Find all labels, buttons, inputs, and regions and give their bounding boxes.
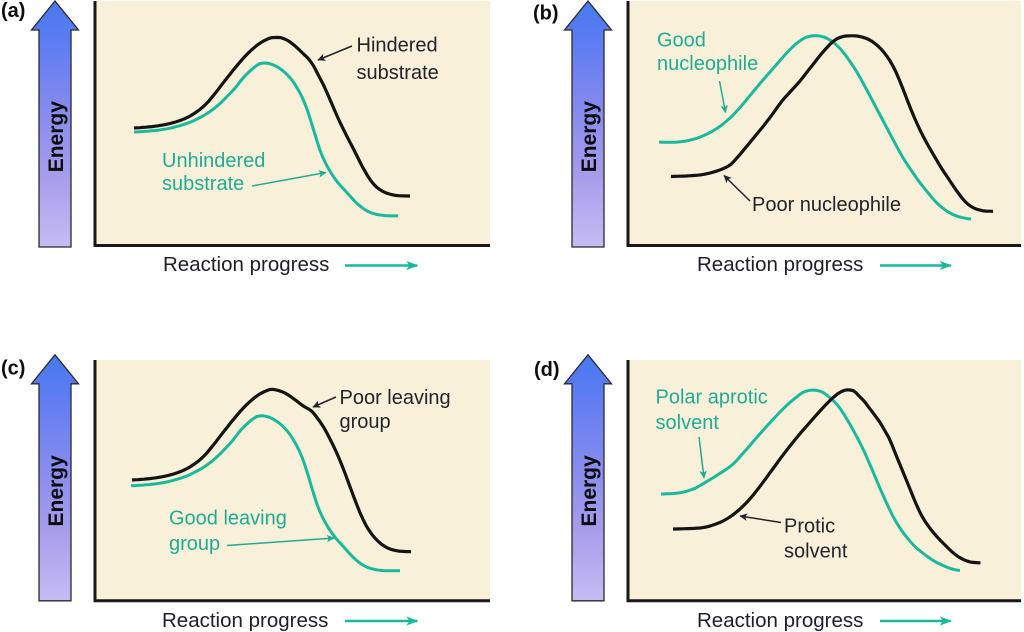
svg-text:substrate: substrate	[357, 62, 439, 84]
svg-text:Good leaving: Good leaving	[169, 508, 287, 530]
svg-text:substrate: substrate	[162, 173, 244, 195]
svg-text:Energy: Energy	[45, 455, 68, 527]
svg-text:Reaction progress: Reaction progress	[162, 609, 328, 632]
svg-text:(d): (d)	[534, 359, 560, 381]
svg-text:(c): (c)	[1, 358, 25, 380]
svg-text:(a): (a)	[1, 0, 25, 22]
svg-text:Hindered: Hindered	[357, 35, 438, 57]
svg-text:(b): (b)	[533, 3, 559, 25]
svg-text:Energy: Energy	[578, 455, 601, 527]
svg-text:Good: Good	[657, 30, 706, 52]
svg-text:nucleophile: nucleophile	[657, 53, 758, 75]
svg-text:Energy: Energy	[578, 101, 601, 173]
svg-text:Poor nucleophile: Poor nucleophile	[752, 194, 901, 216]
svg-text:Poor leaving: Poor leaving	[340, 387, 451, 409]
svg-text:Polar aprotic: Polar aprotic	[656, 387, 768, 409]
svg-text:Reaction progress: Reaction progress	[697, 609, 863, 632]
svg-text:group: group	[169, 533, 220, 555]
svg-text:Reaction progress: Reaction progress	[163, 253, 329, 276]
svg-text:Unhindered: Unhindered	[162, 150, 265, 172]
svg-text:Reaction progress: Reaction progress	[697, 253, 863, 276]
svg-text:solvent: solvent	[784, 541, 848, 563]
svg-text:Protic: Protic	[784, 516, 835, 538]
svg-text:Energy: Energy	[45, 101, 68, 173]
svg-text:solvent: solvent	[656, 412, 720, 434]
svg-text:group: group	[340, 411, 391, 433]
